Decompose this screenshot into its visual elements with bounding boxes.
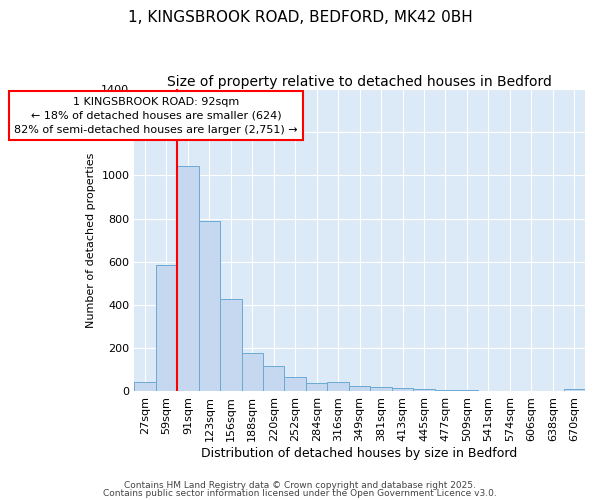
Bar [242, 352, 263, 392]
Bar [478, 390, 499, 392]
Bar [199, 221, 220, 392]
Bar [306, 383, 328, 392]
X-axis label: Distribution of detached houses by size in Bedford: Distribution of detached houses by size … [202, 447, 518, 460]
Bar [284, 378, 306, 392]
Bar [177, 166, 199, 392]
Bar [456, 390, 478, 392]
Bar [263, 366, 284, 392]
Text: 1, KINGSBROOK ROAD, BEDFORD, MK42 0BH: 1, KINGSBROOK ROAD, BEDFORD, MK42 0BH [128, 10, 472, 25]
Bar [499, 391, 521, 392]
Bar [134, 382, 155, 392]
Title: Size of property relative to detached houses in Bedford: Size of property relative to detached ho… [167, 75, 552, 89]
Bar [155, 265, 177, 392]
Text: Contains public sector information licensed under the Open Government Licence v3: Contains public sector information licen… [103, 489, 497, 498]
Bar [370, 386, 392, 392]
Bar [435, 390, 456, 392]
Bar [220, 298, 242, 392]
Text: 1 KINGSBROOK ROAD: 92sqm
← 18% of detached houses are smaller (624)
82% of semi-: 1 KINGSBROOK ROAD: 92sqm ← 18% of detach… [14, 96, 298, 134]
Bar [563, 390, 585, 392]
Bar [392, 388, 413, 392]
Bar [349, 386, 370, 392]
Text: Contains HM Land Registry data © Crown copyright and database right 2025.: Contains HM Land Registry data © Crown c… [124, 480, 476, 490]
Y-axis label: Number of detached properties: Number of detached properties [86, 152, 95, 328]
Bar [328, 382, 349, 392]
Bar [413, 390, 435, 392]
